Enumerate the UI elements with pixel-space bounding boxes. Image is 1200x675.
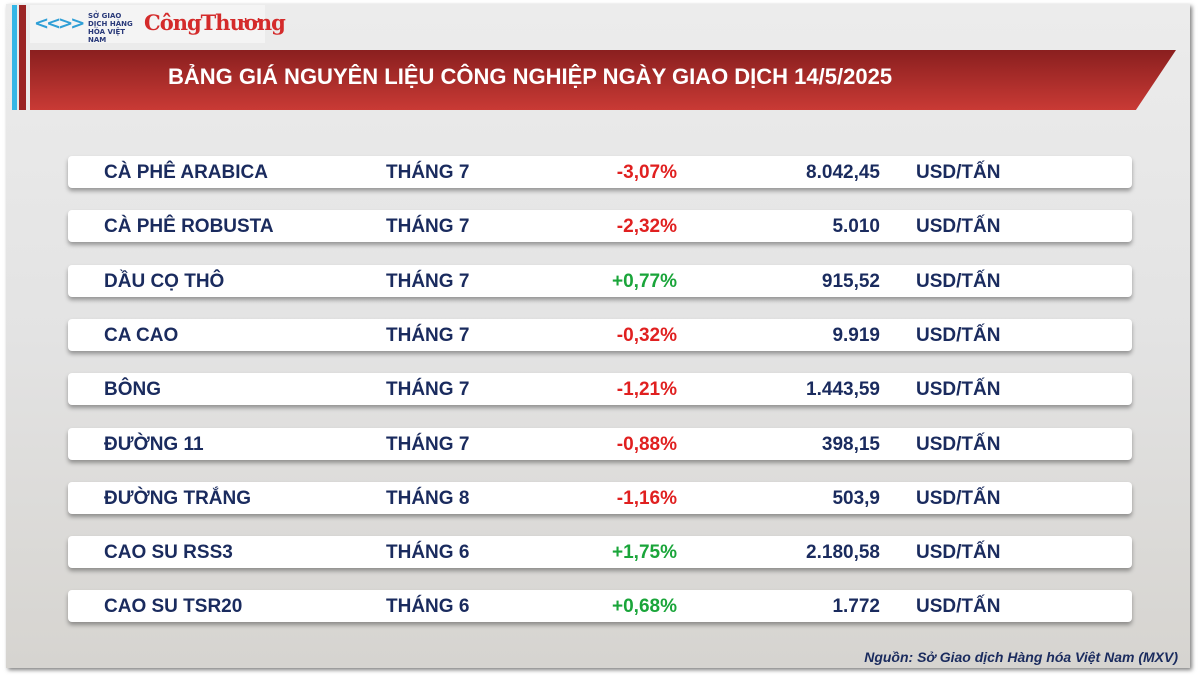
table-row: CAO SU TSR20 THÁNG 6 +0,68% 1.772 USD/TẤ… [68, 590, 1132, 623]
unit: USD/TẤN [916, 542, 1001, 564]
commodity-name: ĐƯỜNG 11 [104, 433, 204, 455]
table-row: CÀ PHÊ ARABICA THÁNG 7 -3,07% 8.042,45 U… [68, 156, 1132, 188]
unit: USD/TẤN [916, 270, 1001, 292]
price: 5.010 [832, 216, 880, 238]
table-row: DẦU CỌ THÔ THÁNG 7 +0,77% 915,52 USD/TẤN [68, 264, 1132, 297]
table-row: CAO SU RSS3 THÁNG 6 +1,75% 2.180,58 USD/… [68, 536, 1132, 569]
price: 1.772 [832, 596, 880, 618]
price-change: +1,75% [612, 542, 677, 564]
unit: USD/TẤN [916, 379, 1001, 401]
contract-month: THÁNG 7 [386, 216, 470, 238]
unit: USD/TẤN [916, 324, 1001, 346]
contract-month: THÁNG 8 [386, 487, 470, 509]
commodity-name: ĐƯỜNG TRẮNG [104, 487, 252, 509]
table-row: ĐƯỜNG TRẮNG THÁNG 8 -1,16% 503,9 USD/TẤN [68, 481, 1132, 514]
price-change: +0,68% [612, 596, 677, 618]
price-change: -0,32% [616, 324, 677, 346]
source-note: Nguồn: Sở Giao dịch Hàng hóa Việt Nam (M… [864, 649, 1178, 665]
accent-bar-red [19, 5, 26, 110]
price: 8.042,45 [806, 162, 880, 183]
unit: USD/TẤN [916, 433, 1001, 455]
unit: USD/TẤN [916, 596, 1001, 618]
commodity-name: CA CAO [104, 324, 179, 346]
commodity-name: CÀ PHÊ ARABICA [104, 162, 268, 183]
commodity-name: CAO SU RSS3 [104, 542, 233, 564]
table-row: ĐƯỜNG 11 THÁNG 7 -0,88% 398,15 USD/TẤN [68, 427, 1132, 460]
title-banner: BẢNG GIÁ NGUYÊN LIỆU CÔNG NGHIỆP NGÀY GI… [30, 50, 1176, 110]
unit: USD/TẤN [916, 216, 1001, 238]
commodity-name: DẦU CỌ THÔ [104, 270, 225, 292]
contract-month: THÁNG 6 [386, 596, 470, 618]
price-change: -0,88% [616, 433, 677, 455]
price: 398,15 [821, 433, 880, 455]
mxv-logo-icon: <<>> [34, 13, 85, 34]
accent-bar-blue [12, 5, 17, 110]
unit: USD/TẤN [916, 487, 1001, 509]
price: 1.443,59 [806, 379, 880, 401]
price-change: -1,21% [616, 379, 677, 401]
price-change: -3,07% [616, 162, 677, 183]
page-title: BẢNG GIÁ NGUYÊN LIỆU CÔNG NGHIỆP NGÀY GI… [167, 64, 893, 89]
commodity-name: CÀ PHÊ ROBUSTA [104, 216, 274, 238]
commodity-name: CAO SU TSR20 [104, 596, 243, 618]
contract-month: THÁNG 7 [386, 379, 470, 401]
price: 9.919 [832, 324, 880, 346]
contract-month: THÁNG 7 [386, 162, 470, 183]
mxv-logo-text: SỞ GIAO DỊCH HÀNG HÓA VIỆT NAM [88, 12, 133, 44]
table-row: BÔNG THÁNG 7 -1,21% 1.443,59 USD/TẤN [68, 373, 1132, 406]
price-change: -2,32% [616, 216, 677, 238]
contract-month: THÁNG 7 [386, 324, 470, 346]
commodity-name: BÔNG [104, 379, 161, 401]
contract-month: THÁNG 7 [386, 433, 470, 455]
contract-month: THÁNG 7 [386, 270, 470, 292]
table-row: CÀ PHÊ ROBUSTA THÁNG 7 -2,32% 5.010 USD/… [68, 210, 1132, 243]
price: 503,9 [832, 487, 880, 509]
congthuong-logo: CôngThương [144, 10, 286, 35]
price: 915,52 [821, 270, 880, 292]
logo: <<>> SỞ GIAO DỊCH HÀNG HÓA VIỆT NAM Công… [30, 5, 286, 44]
unit: USD/TẤN [916, 162, 1001, 183]
contract-month: THÁNG 6 [386, 542, 470, 564]
price-change: -1,16% [616, 487, 677, 509]
table-row: CA CAO THÁNG 7 -0,32% 9.919 USD/TẤN [68, 318, 1132, 351]
price-change: +0,77% [612, 270, 677, 292]
price: 2.180,58 [806, 542, 880, 564]
